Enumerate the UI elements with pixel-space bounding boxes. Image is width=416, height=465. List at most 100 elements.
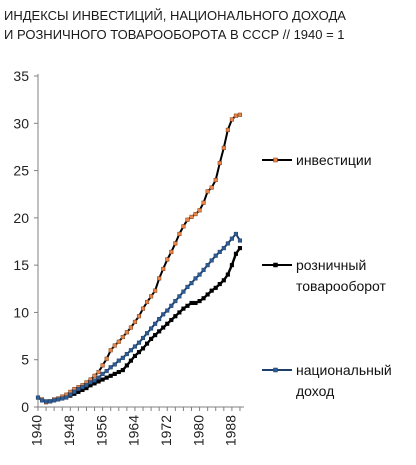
point-retail [237, 246, 243, 251]
point-retail [169, 317, 174, 323]
point-income [124, 351, 129, 357]
point-investments [153, 288, 158, 293]
point-retail [181, 306, 186, 311]
point-income [52, 398, 57, 403]
point-income [76, 386, 81, 392]
point-income [104, 369, 109, 374]
point-income [35, 395, 41, 400]
legend-label-retail: товарооборот [296, 278, 387, 294]
y-tick-label: 10 [13, 304, 29, 320]
point-investments [136, 314, 142, 319]
point-investments [205, 189, 210, 194]
point-investments [201, 200, 206, 205]
point-investments [173, 241, 178, 246]
y-tick-label: 35 [13, 68, 29, 84]
point-retail [112, 371, 117, 376]
point-investments [189, 214, 194, 219]
chart-title: ИНДЕКСЫ ИНВЕСТИЦИЙ, НАЦИОНАЛЬНОГО ДОХОДА… [4, 6, 412, 44]
point-investments [140, 306, 146, 311]
point-investments [209, 185, 214, 190]
point-retail [100, 377, 105, 382]
point-income [84, 383, 89, 388]
point-investments [132, 319, 137, 324]
point-retail [217, 282, 222, 287]
point-investments [181, 224, 186, 229]
point-income [48, 399, 53, 404]
axes: 0 5 10 15 20 25 30 35 1940 1948 1956 1964 1972 1980 19… [13, 68, 244, 446]
point-income [225, 241, 230, 246]
point-income [185, 284, 190, 289]
legend-label-investments: инвестиции [296, 152, 372, 168]
point-retail [177, 310, 182, 315]
point-investments [128, 325, 133, 330]
point-income [177, 294, 182, 299]
point-income [193, 276, 198, 281]
point-income [205, 263, 210, 268]
point-investments [177, 231, 182, 236]
point-income [173, 299, 178, 304]
point-income [108, 365, 113, 370]
point-retail [205, 292, 210, 297]
point-income [209, 258, 214, 263]
point-income [60, 396, 65, 401]
point-income [145, 331, 150, 336]
point-income [128, 348, 133, 353]
y-tick-label: 0 [21, 399, 29, 415]
point-investments [112, 343, 117, 348]
point-income [80, 385, 85, 390]
point-retail [197, 299, 202, 304]
point-income [116, 358, 121, 363]
point-retail [124, 363, 129, 368]
y-tick-label: 30 [13, 115, 29, 131]
point-income [140, 335, 146, 341]
point-investments [149, 294, 154, 299]
point-investments [145, 299, 150, 305]
point-income [221, 246, 226, 251]
series-group [35, 112, 243, 405]
point-investments [157, 276, 162, 281]
x-tick-label: 1956 [93, 415, 109, 446]
point-retail [153, 333, 158, 338]
point-retail [189, 300, 194, 306]
point-retail [132, 353, 137, 358]
point-retail [185, 303, 190, 308]
point-retail [145, 341, 150, 346]
point-retail [209, 288, 214, 293]
point-income [213, 253, 218, 258]
point-income [39, 398, 45, 403]
point-retail [233, 251, 238, 256]
point-income [153, 321, 158, 326]
point-income [68, 392, 73, 397]
point-income [149, 326, 154, 331]
chart-title-line-2: И РОЗНИЧНОГО ТОВАРООБОРОТА В СССР // 194… [4, 27, 345, 42]
x-tick-label: 1948 [61, 415, 77, 446]
point-retail [104, 375, 109, 380]
point-investments [197, 208, 202, 213]
point-retail [120, 368, 125, 373]
point-investments [116, 339, 121, 344]
point-income [112, 362, 117, 367]
point-income [237, 238, 243, 243]
point-income [189, 281, 194, 286]
legend: инвестиции розничный товарооборот националь… [262, 152, 392, 399]
point-investments [161, 266, 166, 271]
point-retail [165, 321, 170, 326]
point-retail [116, 369, 121, 375]
x-tick-label: 1980 [190, 415, 206, 446]
point-income [92, 378, 97, 383]
point-income [197, 272, 202, 277]
x-tick-label: 1940 [29, 415, 45, 446]
point-income [132, 344, 137, 349]
y-tick-label: 5 [21, 352, 29, 368]
point-investments [221, 145, 226, 150]
y-tick-label: 25 [13, 163, 29, 179]
point-income [136, 340, 142, 345]
legend-marker-retail [273, 262, 278, 268]
point-investments [124, 330, 129, 335]
legend-label-income: доход [296, 383, 334, 399]
point-income [72, 389, 77, 394]
legend-label-income: национальный [296, 362, 392, 378]
point-investments [233, 113, 238, 118]
point-income [201, 267, 206, 272]
